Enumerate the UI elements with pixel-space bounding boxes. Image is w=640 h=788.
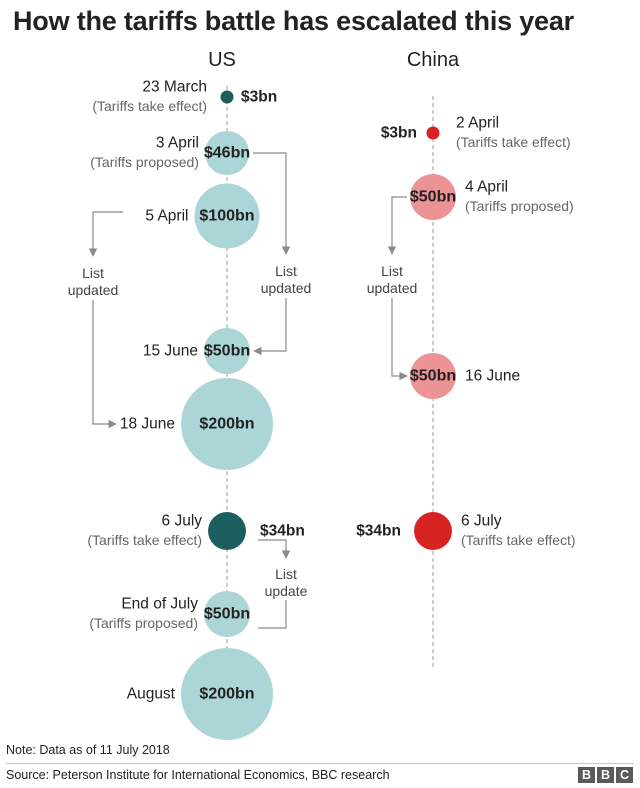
us-bubble-value-label: $3bn xyxy=(241,89,277,106)
us-bubble-value-label: $200bn xyxy=(199,416,254,433)
column-header-china: China xyxy=(407,49,460,71)
china-bubble xyxy=(414,512,452,550)
us-date-note: (Tariffs proposed) xyxy=(90,154,199,170)
us-date-label: 23 March xyxy=(142,79,207,96)
china-arrow-april4-down xyxy=(387,196,407,255)
annotation-label: List xyxy=(82,265,104,281)
china-arrow-to-june16 xyxy=(391,298,408,381)
us-bubble-value-label: $34bn xyxy=(260,523,305,540)
annotation-label: update xyxy=(265,583,308,599)
us-arrow-to-june18 xyxy=(92,300,117,429)
us-arrow-april5-down xyxy=(88,211,123,257)
us-bubble xyxy=(204,591,250,637)
data-note: Note: Data as of 11 July 2018 xyxy=(6,743,170,757)
footer-divider xyxy=(6,763,634,764)
us-bubble-value-label: $46bn xyxy=(204,145,250,162)
column-header-us: US xyxy=(208,49,236,71)
us-date-note: (Tariffs take effect) xyxy=(92,98,207,114)
source-text: Source: Peterson Institute for Internati… xyxy=(6,768,390,782)
us-date-label: 3 April xyxy=(156,135,199,152)
china-date-label: 6 July xyxy=(461,513,502,530)
us-bubble-value-label: $50bn xyxy=(204,606,250,623)
bbc-logo-letter: B xyxy=(597,767,614,783)
us-bubble xyxy=(204,328,250,374)
chart-title: How the tariffs battle has escalated thi… xyxy=(13,6,574,36)
china-bubble-value-label: $50bn xyxy=(410,368,456,385)
bbc-logo-letter: C xyxy=(616,767,633,783)
us-bubble-value-label: $50bn xyxy=(204,343,250,360)
china-bubble xyxy=(426,126,440,140)
china-date-note: (Tariffs take effect) xyxy=(461,532,576,548)
annotation-label: List xyxy=(381,263,403,279)
china-bubble-value-label: $34bn xyxy=(356,523,401,540)
bbc-logo-letter: B xyxy=(578,767,595,783)
us-bubble xyxy=(181,648,273,740)
us-arrow-july6-down xyxy=(258,539,291,559)
us-date-note: (Tariffs proposed) xyxy=(89,615,198,631)
china-bubble-value-label: $3bn xyxy=(381,125,417,142)
china-bubble-value-label: $50bn xyxy=(410,189,456,206)
us-bubble xyxy=(194,183,260,249)
us-date-label: End of July xyxy=(121,596,198,613)
us-date-label: 15 June xyxy=(143,343,198,360)
us-bubble-value-label: $100bn xyxy=(199,208,254,225)
us-arrow-to-june15 xyxy=(253,298,287,356)
annotation-label: List xyxy=(275,566,297,582)
us-arrow-april3-down xyxy=(253,152,291,255)
china-bubble xyxy=(410,174,456,220)
us-date-label: 18 June xyxy=(120,416,175,433)
china-date-note: (Tariffs proposed) xyxy=(465,198,574,214)
china-date-label: 16 June xyxy=(465,368,520,385)
us-bubble xyxy=(181,378,273,470)
us-date-note: (Tariffs take effect) xyxy=(87,532,202,548)
us-date-label: August xyxy=(127,686,176,703)
tariff-timeline-chart: US ChinaListupdatedListupdatedListupdateL… xyxy=(68,49,576,740)
us-connector-to-end-july xyxy=(258,600,287,629)
us-bubble xyxy=(220,90,234,104)
us-date-label: 6 July xyxy=(162,513,203,530)
annotation-label: updated xyxy=(68,282,119,298)
annotation-label: updated xyxy=(367,280,418,296)
china-bubble xyxy=(410,353,456,399)
us-bubble xyxy=(208,512,246,550)
china-date-note: (Tariffs take effect) xyxy=(456,134,571,150)
china-date-label: 4 April xyxy=(465,179,508,196)
bbc-logo: B B C xyxy=(578,767,633,783)
annotation-label: List xyxy=(275,263,297,279)
annotation-label: updated xyxy=(261,280,312,296)
us-bubble-value-label: $200bn xyxy=(199,686,254,703)
china-date-label: 2 April xyxy=(456,115,499,132)
us-bubble xyxy=(204,130,250,176)
us-date-label: 5 April xyxy=(145,208,188,225)
